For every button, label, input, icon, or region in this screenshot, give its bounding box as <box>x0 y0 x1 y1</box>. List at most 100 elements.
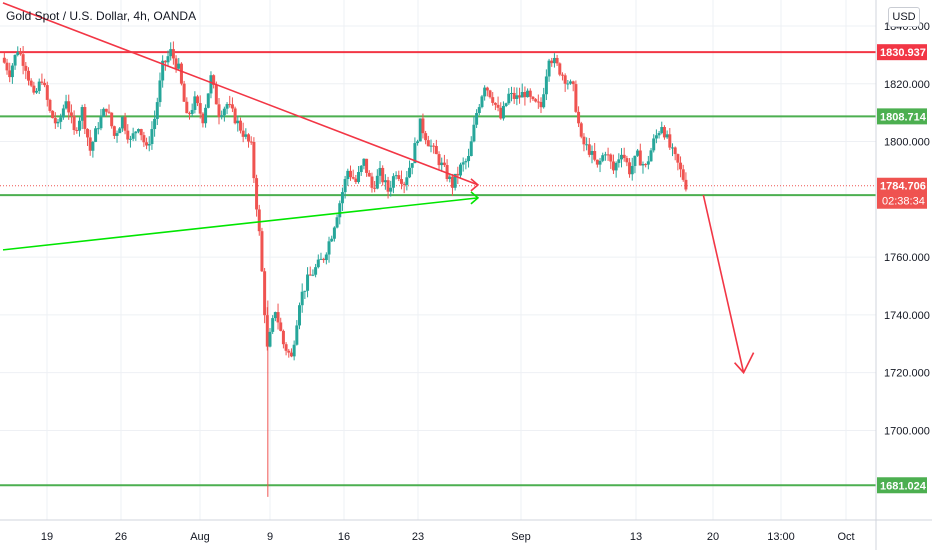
candle <box>547 58 551 82</box>
candle-body <box>577 111 581 124</box>
candle <box>681 164 685 182</box>
candle-body <box>501 106 505 119</box>
candle-body <box>399 179 403 184</box>
candle <box>432 143 436 154</box>
candle <box>633 155 637 174</box>
candle-body <box>16 52 20 55</box>
candle-body <box>617 159 621 163</box>
candle-body <box>405 177 409 185</box>
candle-body <box>668 134 672 148</box>
candle-body <box>314 267 318 275</box>
candle <box>335 214 339 229</box>
candle-body <box>244 134 248 137</box>
candle <box>308 266 312 276</box>
candle-body <box>467 155 471 162</box>
candle <box>636 148 640 157</box>
candle <box>177 57 181 71</box>
candle <box>536 94 540 109</box>
candle <box>298 302 302 330</box>
candle-body <box>491 97 495 103</box>
candle <box>491 92 495 106</box>
candle-body <box>255 178 259 210</box>
candle <box>590 145 594 164</box>
candle <box>555 54 559 66</box>
candle <box>434 139 438 155</box>
candle-body <box>171 49 175 59</box>
candle <box>652 134 656 153</box>
candle-body <box>587 144 591 155</box>
candle <box>284 342 288 356</box>
candle-body <box>636 150 640 156</box>
candle <box>351 169 355 180</box>
candle-body <box>381 167 385 183</box>
candle-body <box>391 176 395 188</box>
candle <box>185 97 189 114</box>
candle <box>217 97 221 125</box>
candle-body <box>509 92 513 94</box>
candle-body <box>520 91 524 98</box>
price-tick-label: 1700.000 <box>884 425 930 437</box>
candle-body <box>190 109 194 114</box>
candle-body <box>75 130 79 132</box>
candle <box>654 129 658 144</box>
candle <box>418 118 422 142</box>
candle-body <box>485 87 489 91</box>
candle <box>233 106 237 125</box>
candle-body <box>359 165 363 173</box>
candle-body <box>595 159 599 165</box>
candle-body <box>346 170 350 180</box>
candle-body <box>86 128 90 138</box>
candle <box>265 307 269 351</box>
candle-body <box>378 167 382 176</box>
candle <box>131 127 135 142</box>
candle <box>512 87 516 104</box>
candle-body <box>461 162 465 165</box>
candle-body <box>174 58 178 69</box>
candle-body <box>410 163 414 168</box>
candle <box>528 88 532 103</box>
candle-body <box>394 175 398 177</box>
candle <box>273 311 277 322</box>
candle <box>421 113 425 139</box>
candle-body <box>137 129 141 132</box>
candle <box>375 169 379 190</box>
candle <box>179 62 183 86</box>
candle <box>126 124 130 144</box>
candle <box>190 103 194 117</box>
candle-body <box>429 145 433 147</box>
candle <box>204 104 208 128</box>
candle-body <box>126 130 130 140</box>
time-tick-label: 19 <box>41 531 53 543</box>
candle-body <box>104 108 108 112</box>
candle <box>373 180 377 193</box>
candle-body <box>59 117 63 122</box>
currency-button[interactable]: USD <box>888 7 920 27</box>
candle <box>539 97 543 114</box>
candle-body <box>214 84 218 105</box>
price-tick-label: 1760.000 <box>884 252 930 264</box>
time-tick-label: Aug <box>190 531 210 543</box>
candle <box>523 86 527 106</box>
candle-body <box>606 154 610 156</box>
level-tag-bg <box>877 477 927 494</box>
candle-body <box>273 312 277 319</box>
candle <box>120 116 124 132</box>
time-tick-label: 20 <box>707 531 719 543</box>
candle-body <box>263 271 267 316</box>
candle-body <box>397 175 401 180</box>
candle-body <box>375 175 379 189</box>
candle <box>241 122 245 143</box>
candle <box>51 110 55 119</box>
candle <box>53 112 57 129</box>
candle-body <box>453 173 457 188</box>
price-tick-label: 1820.000 <box>884 79 930 91</box>
candle-body <box>21 54 25 66</box>
level-tag: 1681.024 <box>877 477 927 494</box>
candle <box>316 254 320 269</box>
candle <box>394 171 398 180</box>
candle-body <box>544 76 548 95</box>
candle <box>61 104 65 120</box>
candle-body <box>330 238 334 242</box>
candle-body <box>362 158 366 166</box>
